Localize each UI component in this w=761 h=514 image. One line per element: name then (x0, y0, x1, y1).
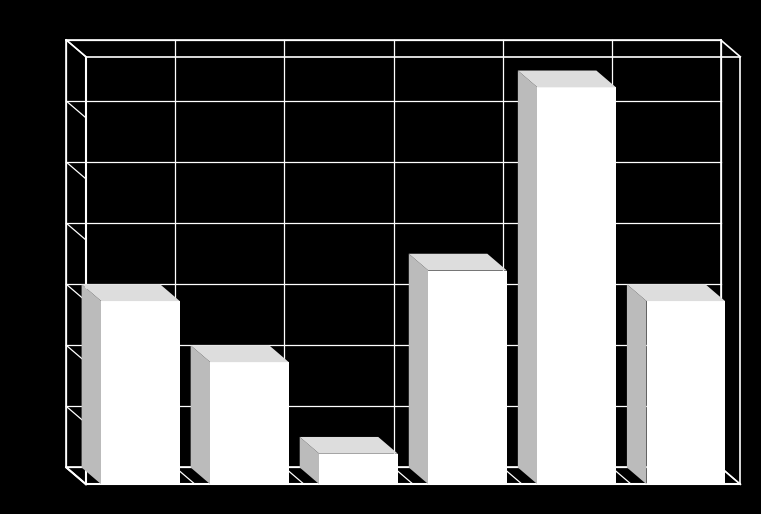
Polygon shape (81, 284, 101, 484)
Polygon shape (517, 70, 537, 484)
Polygon shape (627, 284, 647, 484)
Polygon shape (191, 345, 289, 362)
Polygon shape (300, 437, 398, 454)
Polygon shape (320, 454, 398, 484)
Polygon shape (191, 345, 210, 484)
Polygon shape (409, 254, 507, 270)
Polygon shape (300, 437, 320, 484)
Polygon shape (537, 87, 616, 484)
Polygon shape (428, 270, 507, 484)
Polygon shape (627, 284, 725, 301)
Polygon shape (647, 301, 725, 484)
Polygon shape (81, 284, 180, 301)
Polygon shape (409, 254, 428, 484)
Polygon shape (517, 70, 616, 87)
Polygon shape (101, 301, 180, 484)
Polygon shape (210, 362, 289, 484)
